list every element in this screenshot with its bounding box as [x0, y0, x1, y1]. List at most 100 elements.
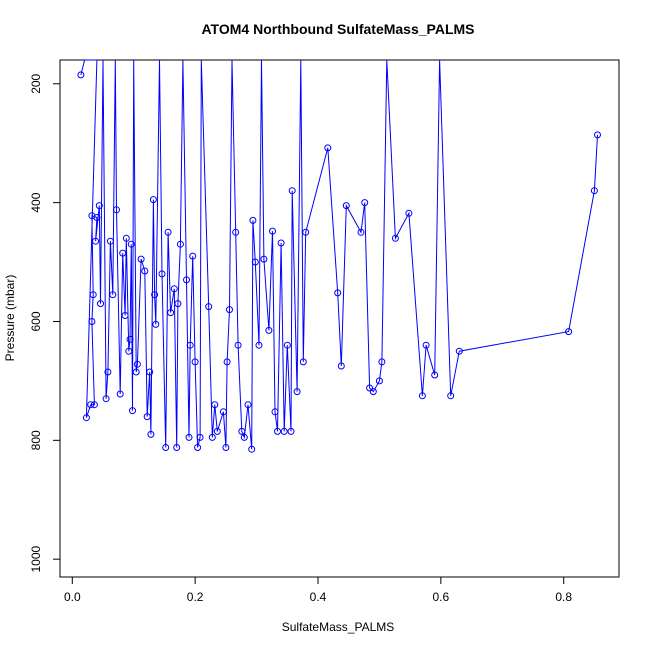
data-point: [208, 433, 216, 441]
data-point: [369, 388, 377, 396]
data-point: [146, 368, 154, 376]
data-point: [132, 368, 140, 376]
data-point: [113, 206, 120, 214]
y-tick-label: 800: [29, 430, 43, 450]
data-point: [226, 306, 233, 314]
data-point: [147, 430, 155, 438]
x-tick-label: 0.6: [433, 590, 450, 604]
x-tick-label: 0.2: [187, 590, 204, 604]
data-point: [176, 240, 184, 248]
data-point: [102, 395, 110, 403]
data-point: [87, 401, 95, 409]
data-point: [185, 433, 193, 441]
data-point: [422, 341, 430, 349]
data-point: [125, 347, 133, 355]
data-point: [447, 392, 455, 400]
data-point: [283, 341, 291, 349]
chart-title: ATOM4 Northbound SulfateMass_PALMS: [201, 21, 474, 37]
data-point: [174, 300, 182, 308]
series-layer: [77, 59, 601, 453]
data-point: [378, 358, 386, 366]
data-point: [127, 240, 135, 248]
data-point: [269, 227, 276, 235]
data-point: [299, 358, 307, 366]
data-point: [418, 392, 426, 400]
data-point: [293, 388, 301, 396]
data-point: [249, 216, 257, 224]
data-point: [391, 234, 399, 242]
data-point: [594, 131, 601, 139]
data-point: [158, 270, 166, 278]
data-point: [170, 285, 178, 293]
data-point: [265, 326, 273, 334]
data-point: [334, 289, 342, 297]
data-point: [92, 237, 100, 245]
data-point: [337, 362, 345, 370]
y-axis-label: Pressure (mbar): [3, 275, 17, 362]
data-point: [162, 444, 170, 451]
data-point: [222, 444, 230, 451]
data-point: [189, 252, 197, 260]
data-point: [455, 347, 463, 355]
data-point: [133, 360, 141, 368]
y-tick-label: 400: [29, 192, 43, 212]
x-tick-label: 0.4: [310, 590, 327, 604]
data-point: [260, 255, 268, 263]
data-point: [288, 187, 296, 195]
data-point: [77, 71, 85, 79]
data-point: [82, 414, 90, 422]
data-point: [361, 199, 369, 207]
data-point: [164, 228, 172, 236]
data-point: [196, 433, 204, 441]
data-point: [129, 407, 136, 415]
data-point: [211, 401, 219, 409]
y-tick-label: 200: [29, 73, 43, 93]
data-point: [357, 228, 365, 236]
data-point: [232, 228, 240, 236]
data-point: [121, 312, 129, 319]
data-point: [104, 368, 112, 376]
data-point: [97, 300, 104, 308]
y-tick-label: 600: [29, 311, 43, 331]
data-point: [277, 239, 285, 247]
data-point: [248, 445, 256, 453]
data-point: [109, 291, 117, 299]
data-point: [251, 258, 259, 266]
data-point: [122, 234, 130, 242]
data-point: [126, 335, 134, 343]
x-tick-label: 0.8: [555, 590, 572, 604]
data-point: [173, 444, 181, 451]
data-point: [141, 267, 149, 275]
data-point: [590, 187, 598, 195]
data-point: [149, 196, 157, 204]
data-point: [205, 303, 213, 311]
data-point: [244, 401, 252, 409]
data-point: [213, 427, 221, 435]
data-point: [375, 377, 383, 385]
data-point: [151, 291, 159, 299]
data-point: [88, 318, 96, 325]
y-tick-label: 1000: [29, 546, 43, 573]
x-tick-label: 0.0: [64, 590, 81, 604]
data-point: [152, 320, 160, 328]
data-point: [234, 341, 242, 349]
data-point: [89, 291, 97, 299]
data-point: [116, 390, 124, 398]
data-point: [137, 255, 145, 263]
data-point: [95, 202, 103, 210]
data-point: [143, 413, 151, 421]
data-point: [274, 427, 281, 435]
data-point: [194, 444, 202, 451]
data-point: [238, 427, 246, 435]
data-point: [119, 249, 127, 257]
data-point: [219, 408, 227, 416]
data-point: [106, 237, 114, 245]
data-point: [302, 228, 310, 236]
data-point: [366, 384, 374, 392]
data-point: [287, 427, 295, 435]
data-point: [186, 341, 194, 349]
data-point: [431, 371, 439, 379]
series-line: [80, 59, 598, 450]
data-point: [183, 276, 190, 284]
data-point: [405, 209, 413, 217]
